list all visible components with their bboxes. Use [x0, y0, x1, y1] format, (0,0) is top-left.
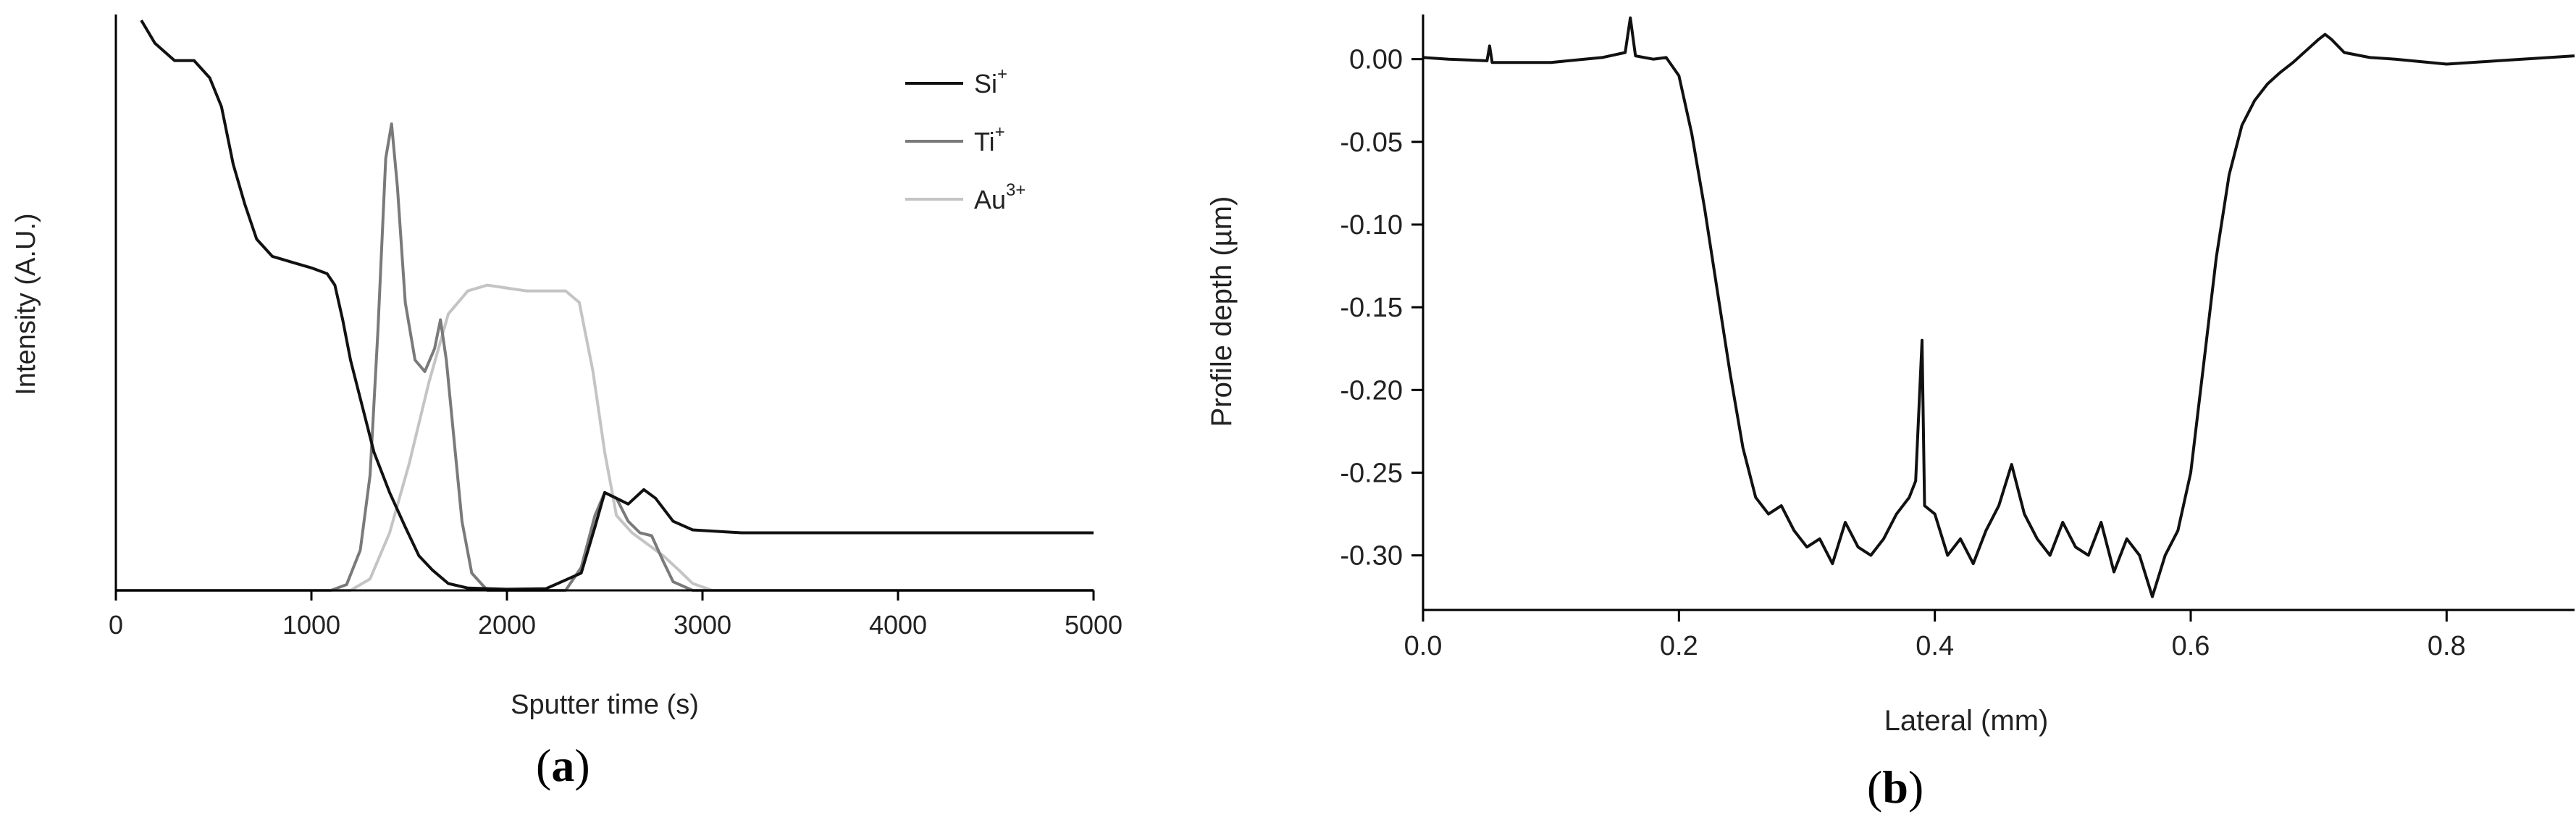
panel-b-y-tick-label: -0.30: [1340, 541, 1403, 572]
panel-a-caption-open: (: [536, 740, 552, 791]
panel-a-series-line: [116, 122, 1094, 592]
panel-a-x-axis-label: Sputter time (s): [511, 690, 699, 720]
panel-b-x-tick-label: 0.0: [1404, 631, 1443, 661]
panel-b-y-axis-label: Profile depth (µm): [1206, 196, 1238, 427]
panel-b-x-ticks: 0.0 0.2 0.4 0.6 0.8: [1404, 610, 2466, 661]
panel-a-series-line: [116, 283, 1094, 592]
panel-a-legend: Si+ Ti+ Au3+: [905, 64, 1025, 214]
panel-b-caption-open: (: [1867, 761, 1883, 813]
panel-b-caption-close: ): [1908, 761, 1924, 813]
panel-a-caption-letter: a: [551, 740, 575, 791]
panel-b-x-tick-label: 0.2: [1660, 631, 1698, 661]
panel-a-x-tick-label: 5000: [1065, 610, 1123, 640]
panel-b-y-tick-label: -0.05: [1340, 127, 1403, 158]
panel-a-x-tick-label: 3000: [674, 610, 731, 640]
panel-b-y-tick-label: -0.10: [1340, 210, 1403, 241]
panel-b-series-group: [1422, 16, 2575, 598]
panel-a-legend-label: Ti+: [974, 122, 1005, 156]
panel-b-x-tick-label: 0.8: [2428, 631, 2466, 661]
panel-a-x-tick-label: 1000: [282, 610, 340, 640]
panel-b-chart: 0.0 0.2 0.4 0.6 0.8 0.00 -0.05 -0.10 -0.15 -0.20…: [1206, 14, 2575, 737]
panel-b-y-tick-label: -0.20: [1340, 375, 1403, 406]
panel-b-series-line: [1422, 16, 2575, 598]
panel-b-y-ticks: 0.00 -0.05 -0.10 -0.15 -0.20 -0.25 -0.30: [1340, 45, 1423, 572]
panel-a-y-axis-label: Intensity (A.U.): [11, 213, 41, 395]
panel-a-series-line: [140, 19, 1094, 591]
panel-b-y-tick-label: 0.00: [1349, 45, 1403, 75]
panel-a-x-tick-label: 2000: [478, 610, 536, 640]
panel-a-caption: (a): [536, 739, 590, 793]
panel-b-caption: (b): [1867, 761, 1923, 814]
panel-b-caption-letter: b: [1882, 761, 1908, 813]
panel-b-x-tick-label: 0.6: [2172, 631, 2210, 661]
panel-a-legend-label: Au3+: [974, 180, 1025, 214]
panel-a-series-group: [116, 19, 1094, 592]
panel-a-x-tick-label: 0: [109, 610, 123, 640]
panel-b-y-tick-label: -0.25: [1340, 458, 1403, 488]
panel-b-x-axis-label: Lateral (mm): [1884, 705, 2049, 737]
panel-a-legend-label: Si+: [974, 64, 1007, 99]
panel-a-x-ticks: 0 1000 2000 3000 4000 5000: [109, 590, 1123, 640]
panel-a-caption-close: ): [574, 740, 590, 791]
panel-b-y-tick-label: -0.15: [1340, 293, 1403, 323]
panel-a-x-tick-label: 4000: [869, 610, 927, 640]
panel-b-x-tick-label: 0.4: [1916, 631, 1954, 661]
panel-a-chart: 0 1000 2000 3000 4000 5000 Sputter time (s) I…: [11, 14, 1123, 720]
